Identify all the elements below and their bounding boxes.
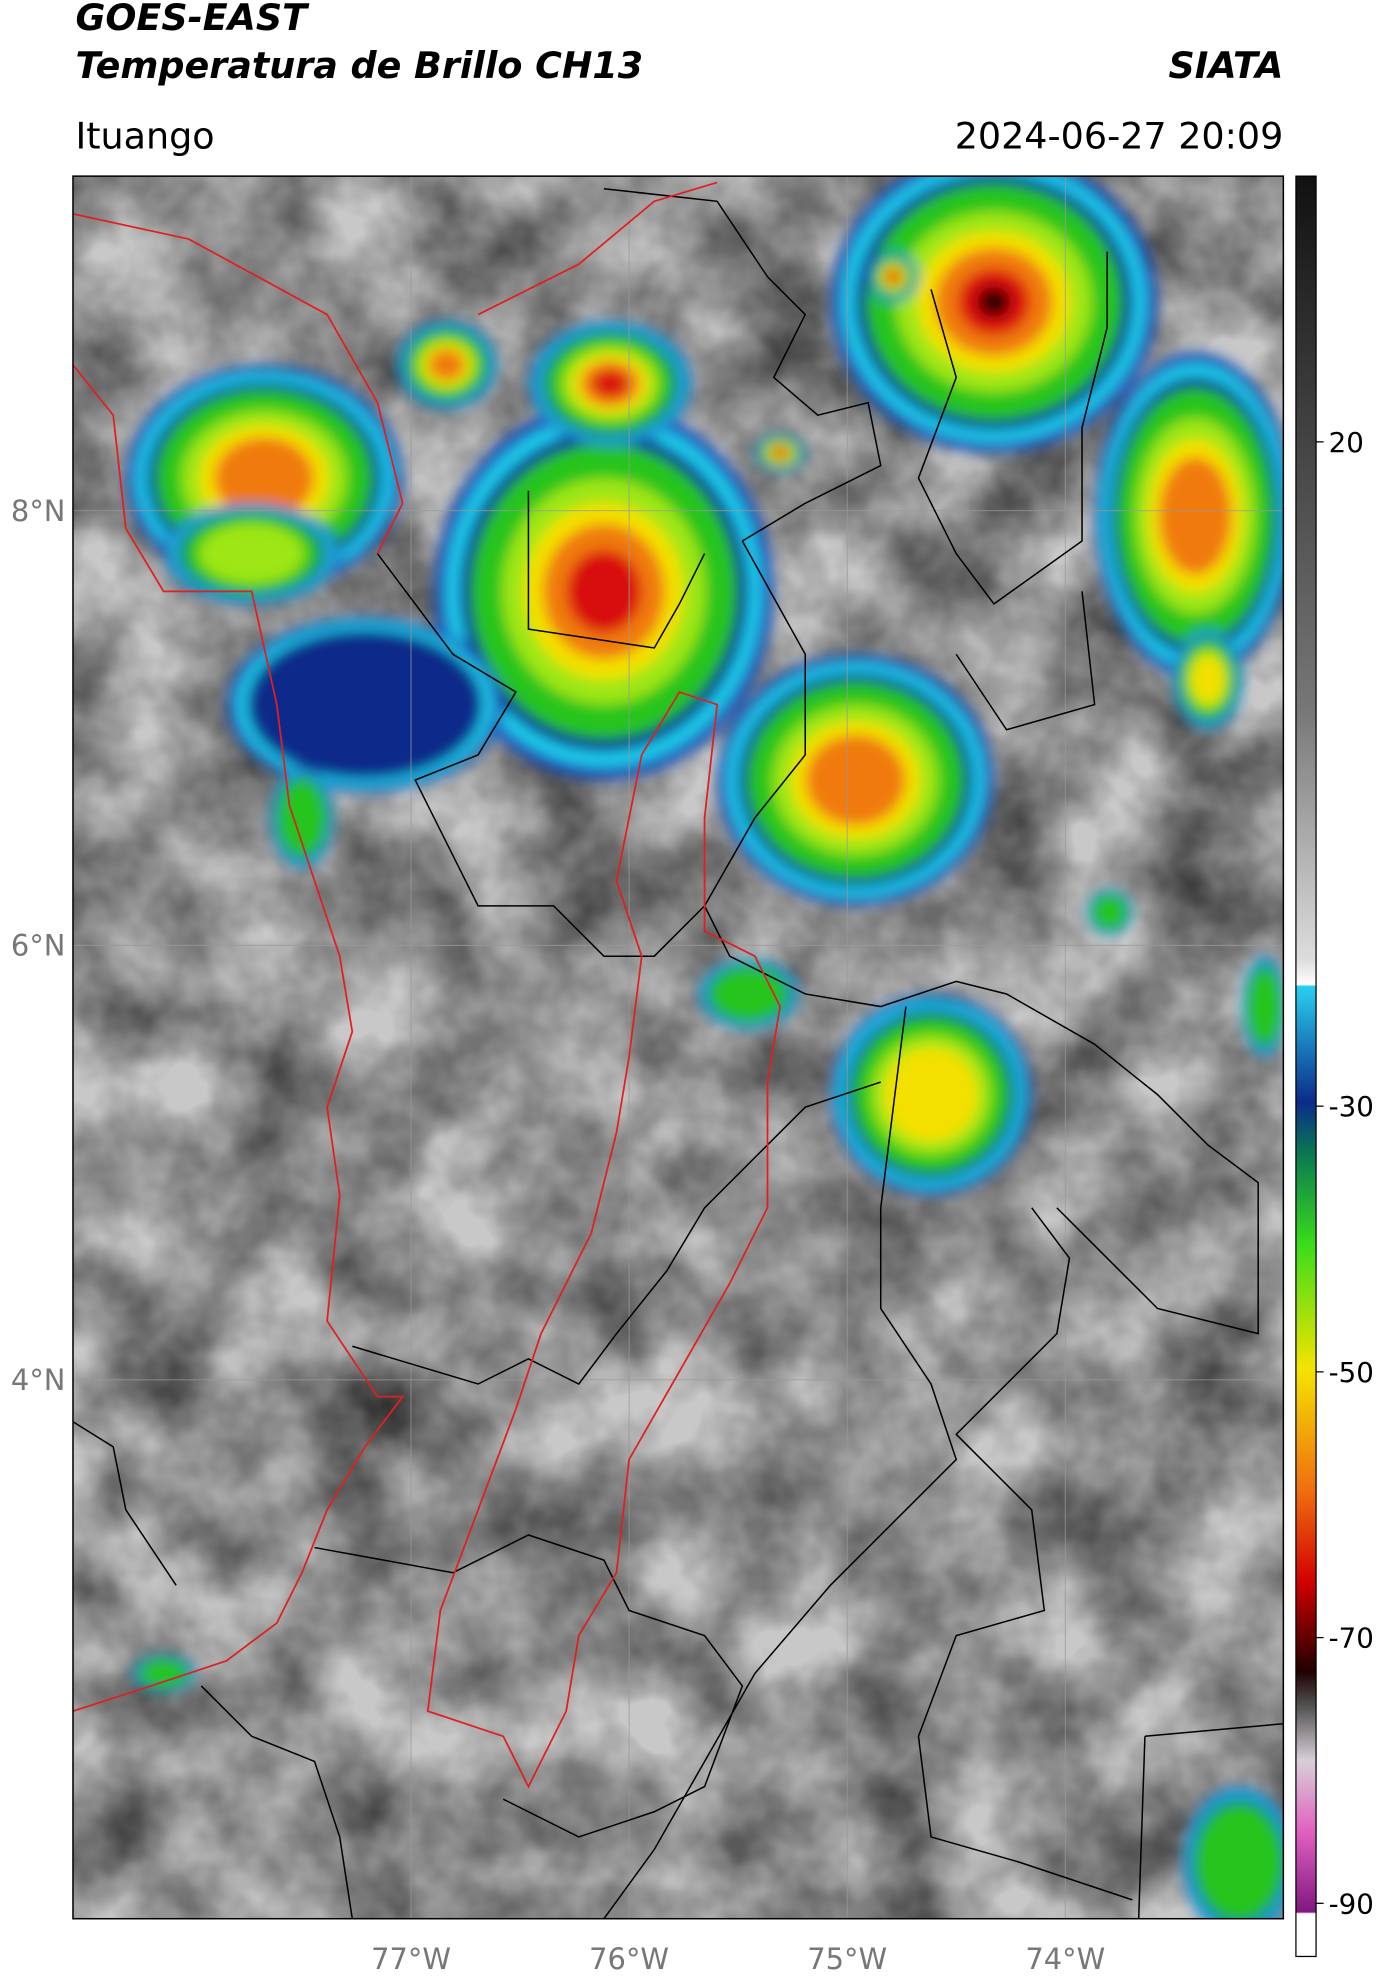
- coastline: [72, 181, 781, 1789]
- storm-cell: [277, 778, 327, 858]
- map-frame: [72, 175, 1285, 1920]
- storm-cell: [1195, 1803, 1284, 1919]
- storm-cell: [592, 369, 629, 398]
- storm-cell: [977, 286, 1011, 318]
- location: Ituango: [75, 114, 214, 157]
- storm-cell: [805, 734, 906, 826]
- storm-cell: [428, 349, 465, 381]
- storm-cell: [883, 1047, 979, 1142]
- y-tick-label: 6°N: [11, 928, 66, 962]
- x-tick-label: 77°W: [371, 1942, 451, 1976]
- storm-cell: [777, 451, 783, 455]
- storm-cell: [214, 437, 315, 519]
- x-tick-label: 74°W: [1025, 1942, 1105, 1976]
- x-tick-label: 75°W: [807, 1942, 887, 1976]
- colorbar-tick-label: -70: [1329, 1622, 1374, 1655]
- x-tick-label: 76°W: [589, 1942, 669, 1976]
- storm-cell: [1191, 655, 1225, 704]
- colorbar-tick-label: -50: [1329, 1356, 1374, 1389]
- datetime: 2024-06-27 20:09: [955, 114, 1284, 157]
- storm-cell: [1159, 456, 1232, 575]
- storm-cell: [247, 629, 483, 780]
- storm-cell: [139, 1658, 189, 1689]
- colorbar-tick-label: -30: [1329, 1090, 1374, 1123]
- storm-cell: [887, 271, 899, 283]
- boundaries: [72, 187, 1284, 1919]
- subtitle: Temperatura de Brillo CH13: [75, 44, 643, 87]
- storm-cell: [566, 549, 642, 633]
- title: GOES-EAST: [75, 0, 310, 39]
- storm-cell: [709, 966, 788, 1022]
- storm-cell: [1092, 894, 1128, 930]
- colorbar-tick-label: 20: [1329, 426, 1364, 459]
- map-image: [72, 176, 1284, 1919]
- storm-cell: [198, 523, 305, 584]
- storm-cell: [1246, 967, 1283, 1046]
- y-tick-label: 8°N: [11, 494, 66, 528]
- colorbar-tick-label: -90: [1329, 1887, 1374, 1920]
- y-tick-label: 4°N: [11, 1363, 66, 1397]
- colorbar: [1295, 175, 1317, 1958]
- brand: SIATA: [1169, 44, 1284, 87]
